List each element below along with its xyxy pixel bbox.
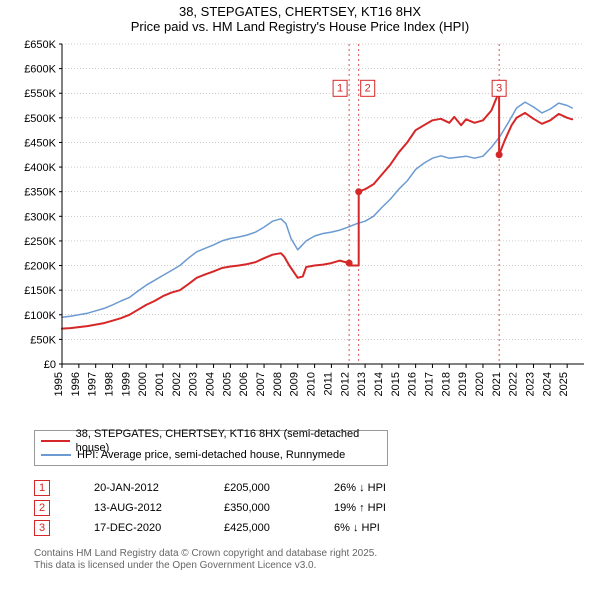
y-tick-label: £650K (24, 40, 56, 51)
y-tick-label: £200K (24, 261, 56, 273)
chart-annotation-marker: 1 (333, 80, 347, 96)
y-tick-label: £550K (24, 88, 56, 100)
x-tick-label: 2010 (306, 372, 318, 396)
x-tick-label: 2001 (154, 372, 166, 396)
annotation-row: 1 20-JAN-2012£205,00026% ↓ HPI (34, 478, 444, 498)
y-tick-label: £250K (24, 236, 56, 248)
y-tick-label: £450K (24, 137, 56, 149)
annotation-date: 17-DEC-2020 (94, 522, 224, 534)
x-tick-label: 1997 (87, 372, 99, 396)
annotation-date: 20-JAN-2012 (94, 482, 224, 494)
y-tick-label: £300K (24, 211, 56, 223)
annotation-price: £350,000 (224, 502, 334, 514)
title-line1: 38, STEPGATES, CHERTSEY, KT16 8HX (0, 4, 600, 19)
x-tick-label: 2005 (221, 372, 233, 396)
y-tick-label: £400K (24, 162, 56, 174)
y-tick-label: £100K (24, 310, 56, 322)
x-tick-label: 2009 (289, 372, 301, 396)
annotation-date: 13-AUG-2012 (94, 502, 224, 514)
x-tick-label: 1998 (104, 372, 116, 396)
svg-text:3: 3 (496, 82, 502, 94)
annotation-diff: 26% ↓ HPI (334, 482, 444, 494)
title-line2: Price paid vs. HM Land Registry's House … (0, 19, 600, 34)
legend: 38, STEPGATES, CHERTSEY, KT16 8HX (semi-… (34, 430, 388, 466)
x-tick-label: 2022 (508, 372, 520, 396)
x-tick-label: 2008 (272, 372, 284, 396)
x-tick-label: 2000 (137, 372, 149, 396)
annotation-marker: 2 (34, 500, 50, 516)
annotation-marker: 1 (34, 480, 50, 496)
series-price-paid (62, 91, 572, 329)
y-tick-label: £150K (24, 285, 56, 297)
y-tick-label: £50K (30, 334, 56, 346)
x-tick-label: 2017 (423, 372, 435, 396)
x-tick-label: 2021 (491, 372, 503, 396)
x-tick-label: 2024 (541, 372, 553, 396)
x-tick-label: 2025 (558, 372, 570, 396)
x-tick-label: 1996 (70, 372, 82, 396)
x-tick-label: 2003 (188, 372, 200, 396)
legend-label: HPI: Average price, semi-detached house,… (77, 448, 345, 462)
footer-line2: This data is licensed under the Open Gov… (34, 560, 377, 572)
x-tick-label: 2011 (322, 372, 334, 396)
legend-swatch (41, 440, 70, 442)
x-tick-label: 2002 (171, 372, 183, 396)
chart-annotation-marker: 2 (361, 80, 375, 96)
series-hpi (62, 102, 572, 317)
price-chart: 1 2 3 £0 £50K £100K £150K £200K £250K £300K £350K… (0, 40, 600, 430)
y-tick-label: £600K (24, 64, 56, 76)
x-tick-label: 2015 (390, 372, 402, 396)
annotation-price: £425,000 (224, 522, 334, 534)
copyright-footer: Contains HM Land Registry data © Crown c… (34, 548, 377, 572)
x-tick-label: 2020 (474, 372, 486, 396)
x-tick-label: 2007 (255, 372, 267, 396)
footer-line1: Contains HM Land Registry data © Crown c… (34, 548, 377, 560)
annotation-row: 2 13-AUG-2012£350,00019% ↑ HPI (34, 498, 444, 518)
chart-annotation-marker: 3 (492, 80, 506, 96)
annotation-table: 1 20-JAN-2012£205,00026% ↓ HPI 2 13-AUG-201… (34, 478, 444, 538)
legend-item: HPI: Average price, semi-detached house,… (41, 448, 381, 462)
x-tick-label: 2014 (373, 372, 385, 396)
x-tick-label: 2013 (356, 372, 368, 396)
annotation-diff: 6% ↓ HPI (334, 522, 444, 534)
annotation-row: 3 17-DEC-2020£425,0006% ↓ HPI (34, 518, 444, 538)
x-tick-label: 2023 (524, 372, 536, 396)
x-tick-label: 2018 (440, 372, 452, 396)
legend-swatch (41, 454, 71, 456)
x-tick-label: 2012 (339, 372, 351, 396)
svg-text:1: 1 (337, 82, 343, 94)
annotation-diff: 19% ↑ HPI (334, 502, 444, 514)
y-tick-label: £0 (44, 359, 56, 371)
y-tick-label: £350K (24, 187, 56, 199)
x-tick-label: 1995 (53, 372, 65, 396)
annotation-marker: 3 (34, 520, 50, 536)
x-tick-label: 2006 (238, 372, 250, 396)
x-tick-label: 2004 (205, 372, 217, 396)
y-tick-label: £500K (24, 113, 56, 125)
annotation-price: £205,000 (224, 482, 334, 494)
legend-item: 38, STEPGATES, CHERTSEY, KT16 8HX (semi-… (41, 434, 381, 448)
chart-title: 38, STEPGATES, CHERTSEY, KT16 8HX Price … (0, 4, 600, 34)
svg-text:2: 2 (365, 82, 371, 94)
x-tick-label: 1999 (120, 372, 132, 396)
x-tick-label: 2016 (407, 372, 419, 396)
x-tick-label: 2019 (457, 372, 469, 396)
